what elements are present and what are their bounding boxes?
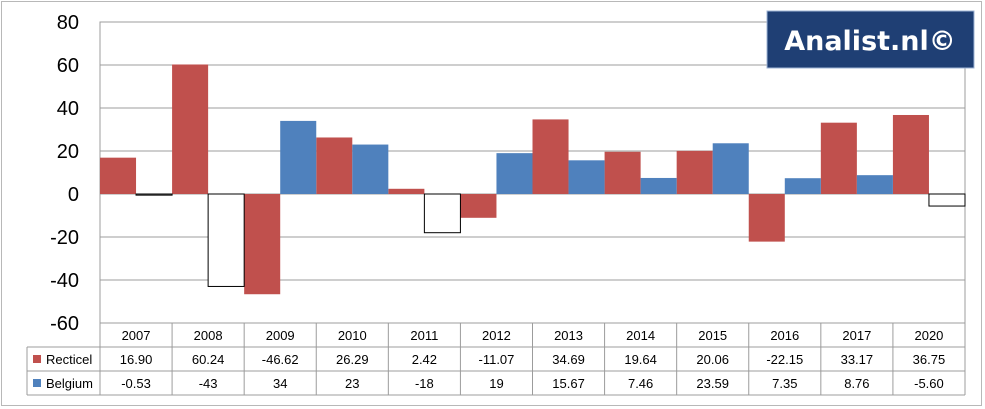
data-label: 34 bbox=[273, 376, 287, 391]
data-label: 2.42 bbox=[412, 352, 437, 367]
legend-label-belgium: Belgium bbox=[46, 376, 93, 391]
data-label: -43 bbox=[199, 376, 218, 391]
bar-recticel-2008 bbox=[172, 64, 209, 194]
bar-belgium-2008 bbox=[207, 193, 245, 287]
data-table: 2007 2008 2009 2010 2011 2012 2013 2014 2015 2016… bbox=[26, 323, 966, 396]
legend-swatch-belgium bbox=[33, 379, 41, 387]
x-tick-label: 2017 bbox=[842, 328, 871, 343]
data-label: -5.60 bbox=[914, 376, 944, 391]
data-label: -46.62 bbox=[262, 352, 299, 367]
bar-recticel-2007 bbox=[100, 157, 137, 194]
data-label: -22.15 bbox=[766, 352, 803, 367]
x-tick-label: 2007 bbox=[122, 328, 151, 343]
x-tick-label: 2009 bbox=[266, 328, 295, 343]
bar-recticel-2020 bbox=[892, 114, 929, 194]
logo-text: Analist.nl© bbox=[784, 26, 956, 57]
bar-belgium-2012 bbox=[496, 153, 533, 194]
y-axis-tick-labels: 80 60 40 20 0 -20 -40 -60 bbox=[50, 12, 79, 335]
y-tick-label: 20 bbox=[57, 141, 79, 163]
bar-belgium-2015 bbox=[712, 143, 749, 194]
data-label: 34.69 bbox=[552, 352, 585, 367]
x-tick-label: 2011 bbox=[410, 328, 438, 343]
data-label: 8.76 bbox=[844, 376, 869, 391]
y-tick-label: 0 bbox=[68, 184, 79, 206]
y-tick-label: 60 bbox=[57, 55, 79, 77]
data-label: 23 bbox=[345, 376, 359, 391]
data-label: 16.90 bbox=[120, 352, 153, 367]
x-tick-label: 2020 bbox=[914, 328, 943, 343]
bar-recticel-2009 bbox=[244, 194, 281, 295]
data-label: 20.06 bbox=[696, 352, 729, 367]
y-tick-label: 80 bbox=[57, 12, 79, 34]
x-tick-label: 2014 bbox=[626, 328, 655, 343]
data-label: 7.46 bbox=[628, 376, 653, 391]
bars bbox=[100, 64, 966, 295]
bar-belgium-2011 bbox=[423, 193, 461, 234]
data-label: -11.07 bbox=[479, 352, 515, 367]
bar-recticel-2015 bbox=[676, 150, 713, 194]
y-tick-label: -20 bbox=[50, 227, 79, 249]
bar-recticel-2011 bbox=[388, 188, 425, 194]
logo-background bbox=[766, 10, 975, 69]
x-tick-label: 2013 bbox=[554, 328, 583, 343]
data-label: 19.64 bbox=[624, 352, 657, 367]
data-label: 23.59 bbox=[696, 376, 729, 391]
bar-recticel-2012 bbox=[460, 194, 497, 218]
logo: Analist.nl© bbox=[766, 10, 975, 69]
data-label: 19 bbox=[489, 376, 503, 391]
x-tick-label: 2015 bbox=[698, 328, 727, 343]
bar-belgium-2016 bbox=[784, 178, 821, 194]
bar-belgium-2009 bbox=[280, 120, 317, 194]
y-tick-label: 40 bbox=[57, 98, 79, 120]
bar-belgium-2010 bbox=[352, 144, 389, 194]
data-label: 33.17 bbox=[841, 352, 874, 367]
data-label: 60.24 bbox=[192, 352, 225, 367]
data-label: -18 bbox=[415, 376, 434, 391]
x-tick-label: 2010 bbox=[338, 328, 367, 343]
bar-recticel-2014 bbox=[604, 151, 641, 194]
bar-belgium-2007 bbox=[135, 193, 173, 196]
bar-recticel-2013 bbox=[532, 119, 569, 194]
data-label: -0.53 bbox=[121, 376, 151, 391]
data-label: 7.35 bbox=[772, 376, 797, 391]
bar-recticel-2010 bbox=[316, 137, 353, 194]
data-label: 36.75 bbox=[913, 352, 946, 367]
bar-belgium-2014 bbox=[640, 177, 677, 194]
bar-belgium-2020 bbox=[928, 193, 966, 207]
bar-recticel-2016 bbox=[748, 194, 785, 242]
bar-belgium-2013 bbox=[568, 160, 605, 194]
bar-belgium-2017 bbox=[856, 175, 893, 194]
data-label: 15.67 bbox=[552, 376, 585, 391]
x-tick-label: 2008 bbox=[194, 328, 223, 343]
x-tick-label: 2016 bbox=[770, 328, 799, 343]
bar-recticel-2017 bbox=[820, 122, 857, 194]
y-tick-label: -40 bbox=[50, 270, 79, 292]
data-label: 26.29 bbox=[336, 352, 369, 367]
y-tick-label: -60 bbox=[50, 313, 79, 335]
legend-swatch-recticel bbox=[33, 355, 41, 363]
legend-label-recticel: Recticel bbox=[46, 352, 92, 367]
x-tick-label: 2012 bbox=[482, 328, 511, 343]
